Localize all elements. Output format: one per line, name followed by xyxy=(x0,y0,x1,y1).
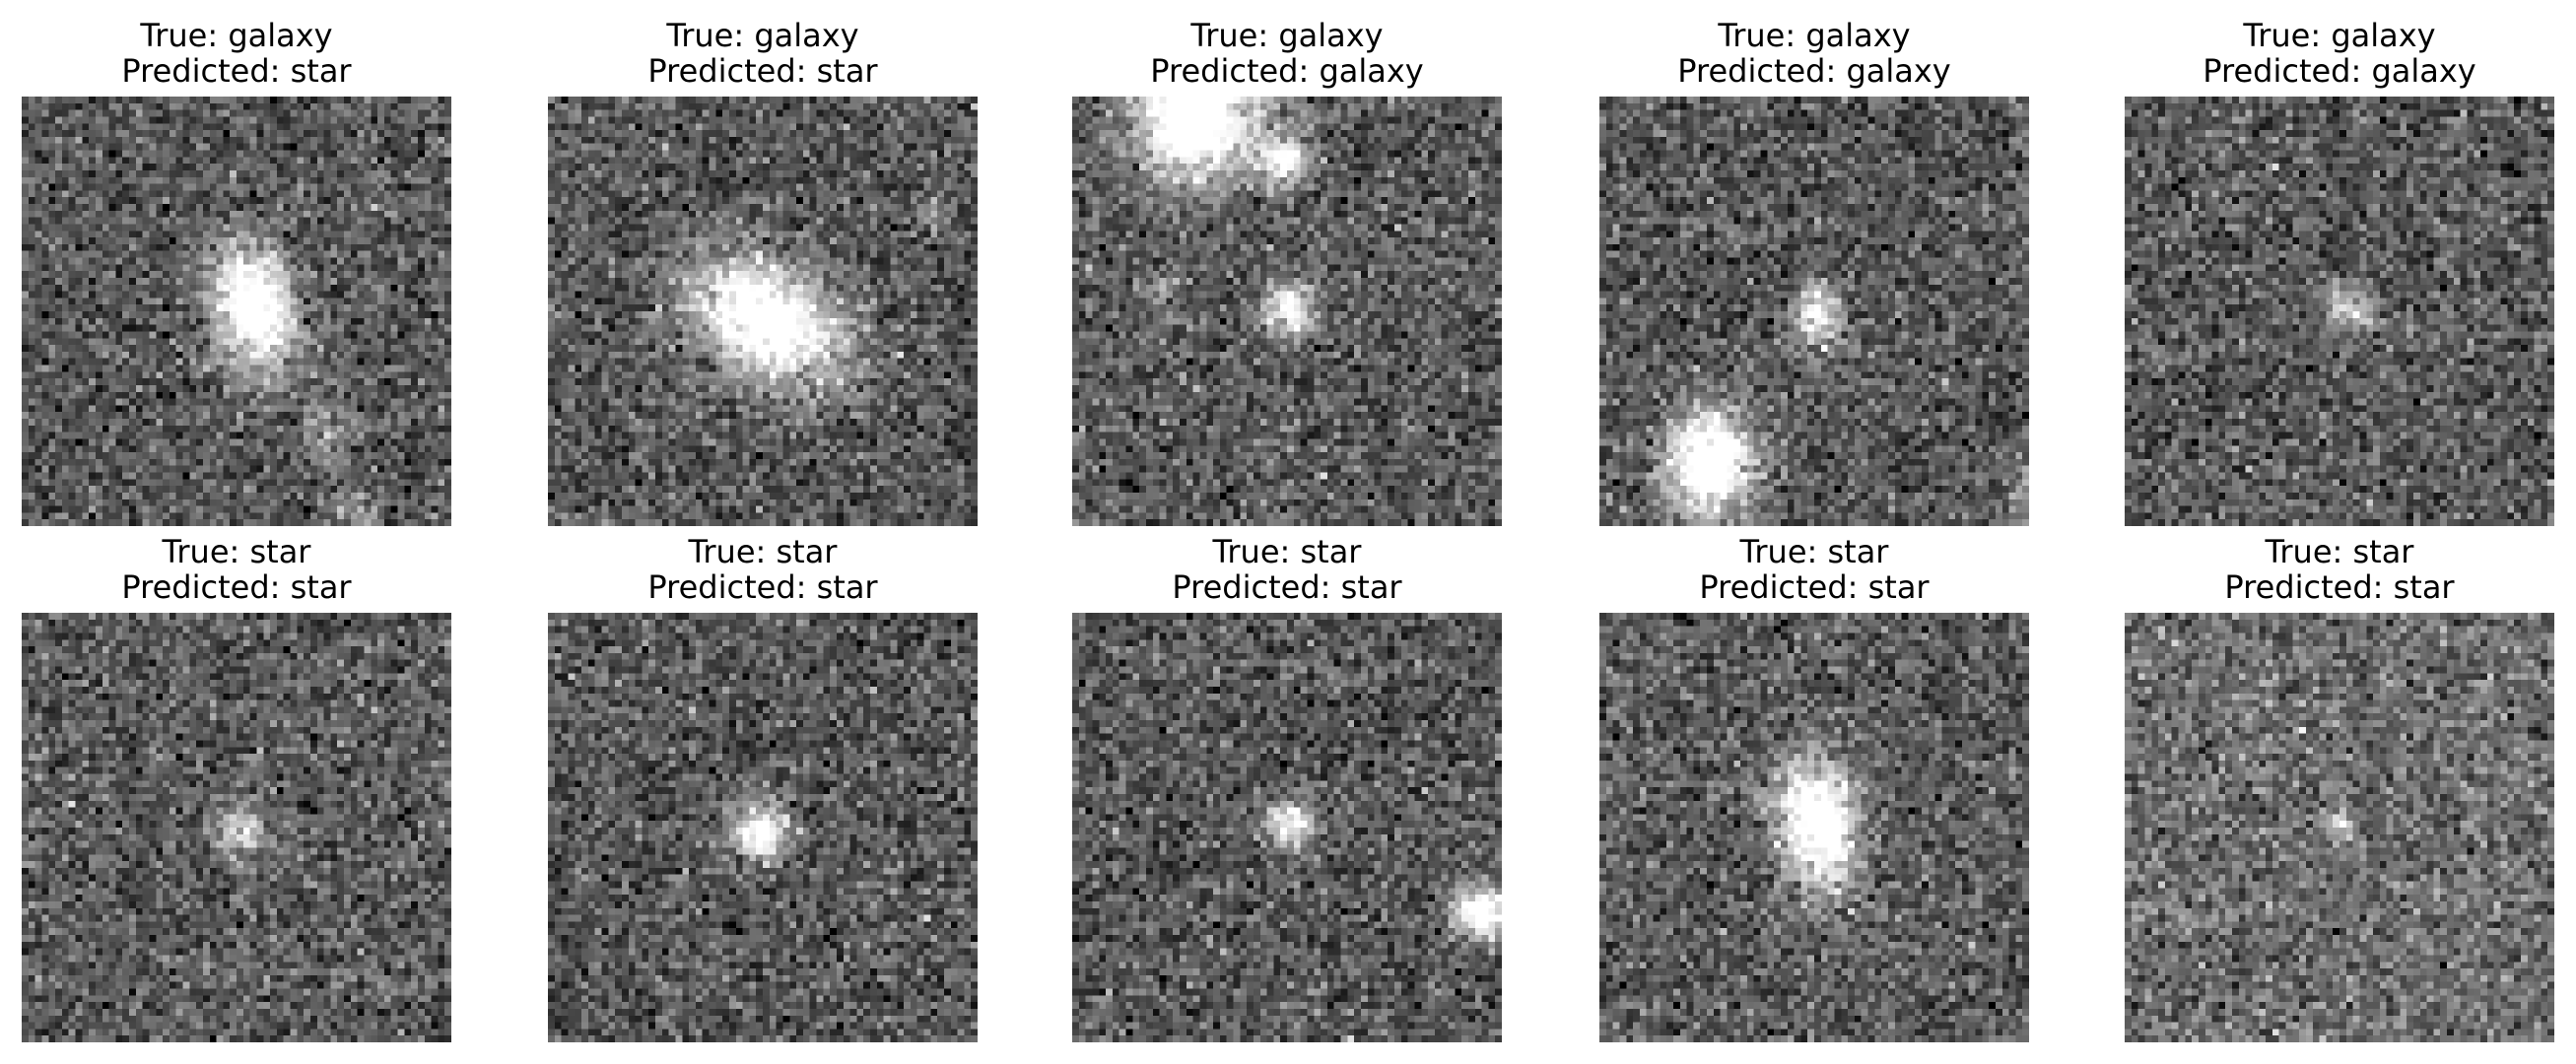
predicted-label: Predicted: galaxy xyxy=(2203,52,2476,90)
galaxy-cutout-image xyxy=(2125,97,2554,526)
predicted-label: Predicted: star xyxy=(647,568,878,606)
true-label: True: galaxy xyxy=(1190,17,1384,54)
true-label: True: star xyxy=(688,533,838,570)
panel-title: True: galaxy Predicted: galaxy xyxy=(1072,18,1502,89)
galaxy-cutout-image xyxy=(22,97,451,526)
true-label: True: star xyxy=(162,533,311,570)
true-label: True: star xyxy=(2265,533,2414,570)
galaxy-cutout-image xyxy=(548,97,978,526)
predicted-label: Predicted: star xyxy=(1699,568,1930,606)
panel-title: True: galaxy Predicted: star xyxy=(548,18,978,89)
predicted-label: Predicted: star xyxy=(1172,568,1402,606)
star-cutout-image xyxy=(548,613,978,1042)
true-label: True: star xyxy=(1739,533,1889,570)
true-label: True: galaxy xyxy=(1718,17,1911,54)
panel-title: True: star Predicted: star xyxy=(1599,534,2029,605)
predicted-label: Predicted: star xyxy=(121,52,352,90)
predicted-label: Predicted: star xyxy=(2224,568,2455,606)
panel-title: True: galaxy Predicted: galaxy xyxy=(1599,18,2029,89)
star-cutout-image xyxy=(22,613,451,1042)
panel-title: True: galaxy Predicted: galaxy xyxy=(2125,18,2554,89)
panel-title: True: star Predicted: star xyxy=(548,534,978,605)
true-label: True: galaxy xyxy=(140,17,333,54)
panel-title: True: star Predicted: star xyxy=(1072,534,1502,605)
predicted-label: Predicted: star xyxy=(647,52,878,90)
predicted-label: Predicted: galaxy xyxy=(1677,52,1951,90)
galaxy-cutout-image xyxy=(1599,97,2029,526)
predicted-label: Predicted: galaxy xyxy=(1150,52,1424,90)
star-cutout-image xyxy=(2125,613,2554,1042)
star-cutout-image xyxy=(1599,613,2029,1042)
predicted-label: Predicted: star xyxy=(121,568,352,606)
panel-title: True: galaxy Predicted: star xyxy=(22,18,451,89)
true-label: True: star xyxy=(1212,533,1362,570)
true-label: True: galaxy xyxy=(666,17,859,54)
panel-title: True: star Predicted: star xyxy=(22,534,451,605)
panel-title: True: star Predicted: star xyxy=(2125,534,2554,605)
galaxy-cutout-image xyxy=(1072,97,1502,526)
star-cutout-image xyxy=(1072,613,1502,1042)
true-label: True: galaxy xyxy=(2243,17,2436,54)
